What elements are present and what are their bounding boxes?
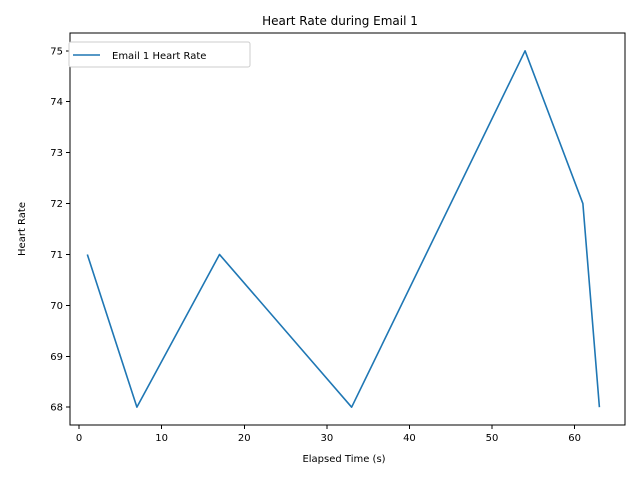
- legend-label: Email 1 Heart Rate: [112, 51, 206, 62]
- x-tick-label-2: 20: [238, 433, 251, 444]
- y-axis-title: Heart Rate: [17, 202, 28, 256]
- x-tick-label-6: 60: [568, 433, 581, 444]
- x-tick-label-4: 40: [403, 433, 416, 444]
- chart-title: Heart Rate during Email 1: [262, 14, 418, 28]
- x-tick-label-3: 30: [320, 433, 333, 444]
- y-tick-label-3: 71: [50, 250, 63, 261]
- x-tick-label-5: 50: [486, 433, 499, 444]
- plot-frame: [69, 32, 626, 426]
- x-tick-label-0: 0: [76, 433, 82, 444]
- legend: Email 1 Heart Rate: [68, 41, 251, 68]
- plot-area: [86, 50, 601, 408]
- y-tick-label-2: 70: [50, 301, 63, 312]
- x-axis: 0 10 20 30 40 50 60: [76, 425, 581, 444]
- y-tick-label-4: 72: [50, 199, 63, 210]
- y-axis: 68 69 70 71 72 73 74 75: [50, 46, 70, 414]
- series-line-0: [86, 50, 601, 408]
- x-axis-title: Elapsed Time (s): [302, 454, 385, 465]
- y-tick-label-7: 75: [50, 46, 63, 57]
- y-tick-label-6: 74: [50, 97, 63, 108]
- x-tick-label-1: 10: [155, 433, 168, 444]
- y-tick-label-0: 68: [50, 403, 63, 414]
- y-tick-label-1: 69: [50, 352, 63, 363]
- legend-frame: [68, 41, 251, 68]
- y-tick-label-5: 73: [50, 148, 63, 159]
